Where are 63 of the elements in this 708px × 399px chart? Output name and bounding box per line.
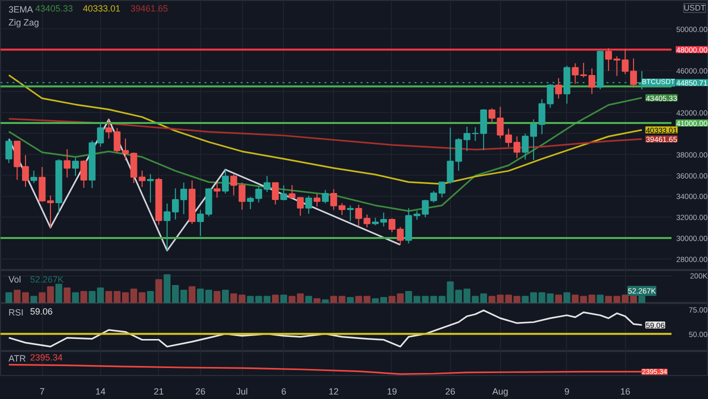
bar bbox=[280, 294, 288, 303]
bar bbox=[188, 286, 196, 303]
line-series bbox=[8, 96, 643, 212]
x-tick-label: 7 bbox=[40, 386, 45, 396]
annotation: 59.06 bbox=[30, 306, 53, 316]
candlestick bbox=[72, 157, 79, 176]
line-series bbox=[8, 118, 402, 252]
candlestick bbox=[64, 148, 71, 178]
annotation: RSI bbox=[8, 308, 24, 318]
annotation: 43405.33 bbox=[35, 4, 73, 14]
text: ATR bbox=[8, 354, 26, 364]
bar bbox=[55, 284, 62, 303]
x-tick-label: 19 bbox=[386, 386, 397, 396]
bar bbox=[596, 294, 604, 303]
candlestick bbox=[30, 170, 38, 184]
candlestick bbox=[305, 195, 312, 214]
x-tick-label: 26 bbox=[195, 386, 206, 396]
bar bbox=[272, 294, 279, 303]
annotation: 52.267K bbox=[30, 274, 64, 284]
candlestick bbox=[555, 78, 562, 100]
annotation: 39461.65 bbox=[130, 4, 168, 14]
candlestick bbox=[346, 204, 354, 222]
y-axis-title: USDT bbox=[684, 4, 706, 12]
candlestick bbox=[314, 194, 320, 208]
x-tick-label: 6 bbox=[281, 386, 286, 396]
bar bbox=[346, 296, 354, 303]
candlestick bbox=[222, 169, 229, 194]
bar bbox=[80, 291, 88, 303]
candlestick bbox=[280, 184, 288, 201]
x-tick-label: 14 bbox=[95, 386, 106, 396]
bar bbox=[555, 294, 562, 303]
bar bbox=[72, 292, 79, 303]
line-series bbox=[8, 310, 643, 348]
text: Zig Zag bbox=[8, 18, 40, 28]
bar bbox=[214, 291, 220, 303]
x-tick-label: Jul bbox=[236, 386, 248, 396]
x-tick-label: 21 bbox=[154, 386, 164, 396]
x-tick-label: 26 bbox=[445, 386, 456, 396]
bar bbox=[5, 292, 12, 303]
x-tick-label: 9 bbox=[564, 386, 570, 396]
annotation: 3EMA bbox=[8, 4, 34, 14]
candlestick bbox=[5, 138, 12, 164]
bar bbox=[222, 290, 229, 303]
bar bbox=[147, 291, 154, 303]
x-tick-label: 16 bbox=[620, 386, 630, 396]
bar bbox=[563, 292, 570, 303]
candlestick bbox=[272, 182, 279, 205]
candlestick bbox=[80, 160, 88, 188]
bar bbox=[30, 296, 38, 303]
annotation: 40333.01 bbox=[82, 4, 120, 14]
candlestick bbox=[147, 174, 154, 203]
bar bbox=[322, 299, 329, 303]
x-tick-label: 12 bbox=[328, 386, 339, 396]
annotation: Vol bbox=[8, 274, 22, 284]
bar bbox=[314, 298, 320, 303]
bar bbox=[305, 296, 312, 303]
x-tick-label: Aug bbox=[492, 386, 508, 396]
candlestick bbox=[214, 182, 220, 198]
bar bbox=[155, 279, 162, 303]
candlestick bbox=[322, 190, 329, 204]
line-series bbox=[8, 118, 643, 150]
bar bbox=[64, 287, 71, 303]
text: 2395.34 bbox=[30, 352, 63, 362]
